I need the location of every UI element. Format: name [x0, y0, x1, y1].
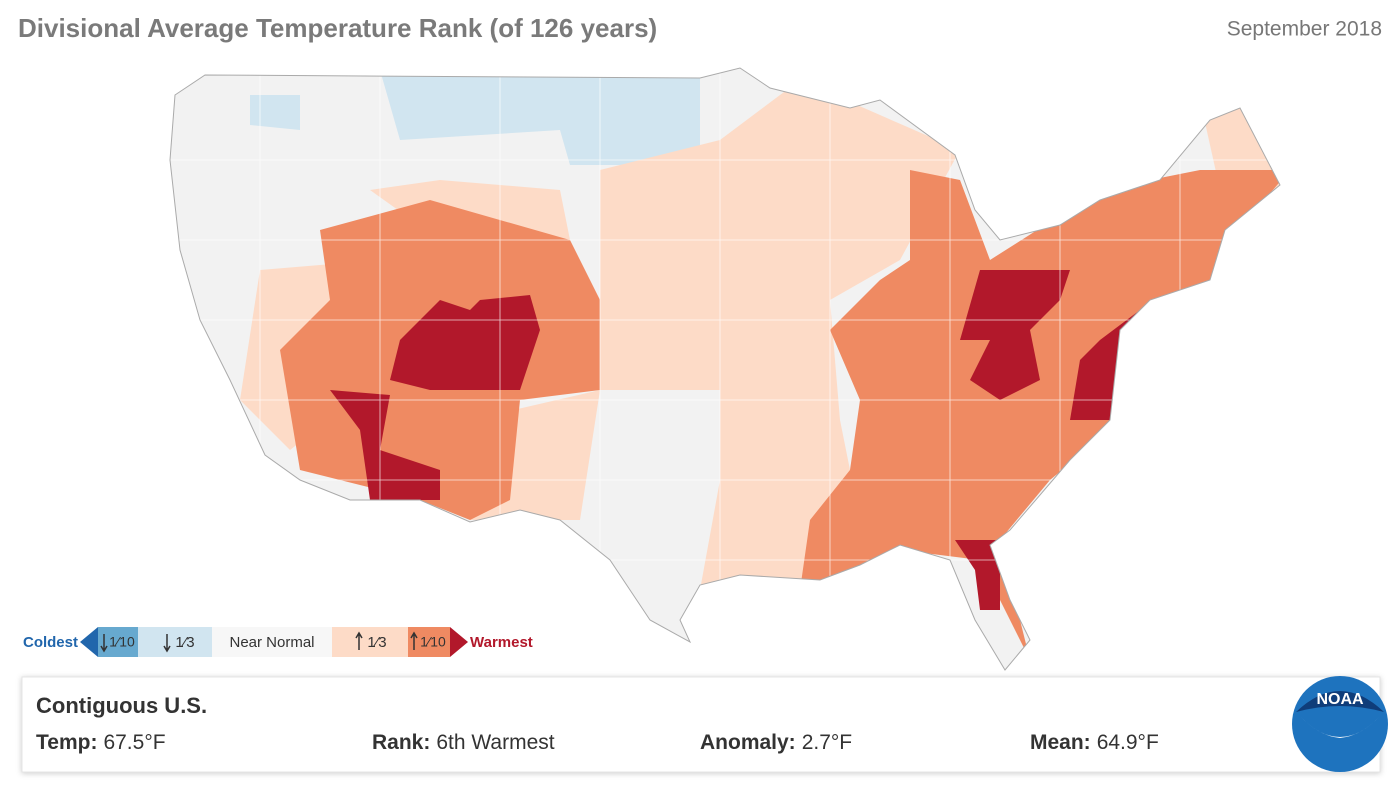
- summary-field: Temp: 67.5°F: [36, 731, 166, 754]
- division-borders: [170, 68, 1280, 670]
- legend: Coldest 1⁄10 1⁄3 Near Normal 1⁄3 1⁄10 Wa…: [23, 627, 533, 657]
- legend-swatch: [408, 627, 450, 657]
- noaa-logo: NOAA: [1292, 676, 1388, 772]
- legend-arrow-warm: [450, 627, 468, 657]
- summary-panel: [21, 676, 1381, 773]
- logo-text: NOAA: [1316, 691, 1364, 708]
- legend-label: Near Normal: [229, 634, 314, 651]
- legend-label: 1⁄10: [109, 634, 135, 650]
- summary-field: Anomaly: 2.7°F: [700, 731, 852, 754]
- legend-label: 1⁄3: [175, 634, 194, 651]
- field-value: 67.5°F: [103, 731, 165, 754]
- field-label: Mean:: [1030, 731, 1091, 754]
- legend-icon: [355, 631, 418, 650]
- legend-swatch: [138, 627, 212, 657]
- date: September 2018: [1227, 18, 1382, 41]
- legend-label: 1⁄10: [420, 634, 446, 650]
- region-below: [250, 95, 300, 130]
- field-value: 2.7°F: [802, 731, 852, 754]
- legend-swatch: [212, 627, 332, 657]
- map: [170, 68, 1280, 670]
- summary-fields: Temp: 67.5°F Rank: 6th Warmest Anomaly: 2.7°F…: [36, 731, 1159, 754]
- field-label: Rank:: [372, 731, 430, 754]
- region-below: [380, 70, 700, 165]
- field-label: Temp:: [36, 731, 97, 754]
- field-value: 6th Warmest: [436, 731, 554, 754]
- summary-region: Contiguous U.S.: [36, 693, 207, 718]
- field-label: Anomaly:: [700, 731, 796, 754]
- summary-field: Rank: 6th Warmest: [372, 731, 555, 754]
- region-record-warm: [960, 270, 1070, 400]
- region-above-tenth: [800, 170, 1280, 660]
- region-above: [600, 80, 960, 590]
- region-record-warm: [955, 540, 1000, 610]
- legend-label: 1⁄3: [367, 634, 386, 651]
- legend-warmest: Warmest: [470, 634, 533, 651]
- logo-top: [1296, 691, 1384, 712]
- legend-coldest: Coldest: [23, 634, 78, 651]
- legend-swatch: [332, 627, 408, 657]
- region-record-warm: [390, 295, 540, 390]
- legend-arrow-cold: [80, 627, 98, 657]
- field-value: 64.9°F: [1097, 731, 1159, 754]
- legend-icon: [100, 634, 171, 653]
- summary-field: Mean: 64.9°F: [1030, 731, 1159, 754]
- region-record-warm: [330, 390, 440, 500]
- title: Divisional Average Temperature Rank (of …: [18, 13, 657, 43]
